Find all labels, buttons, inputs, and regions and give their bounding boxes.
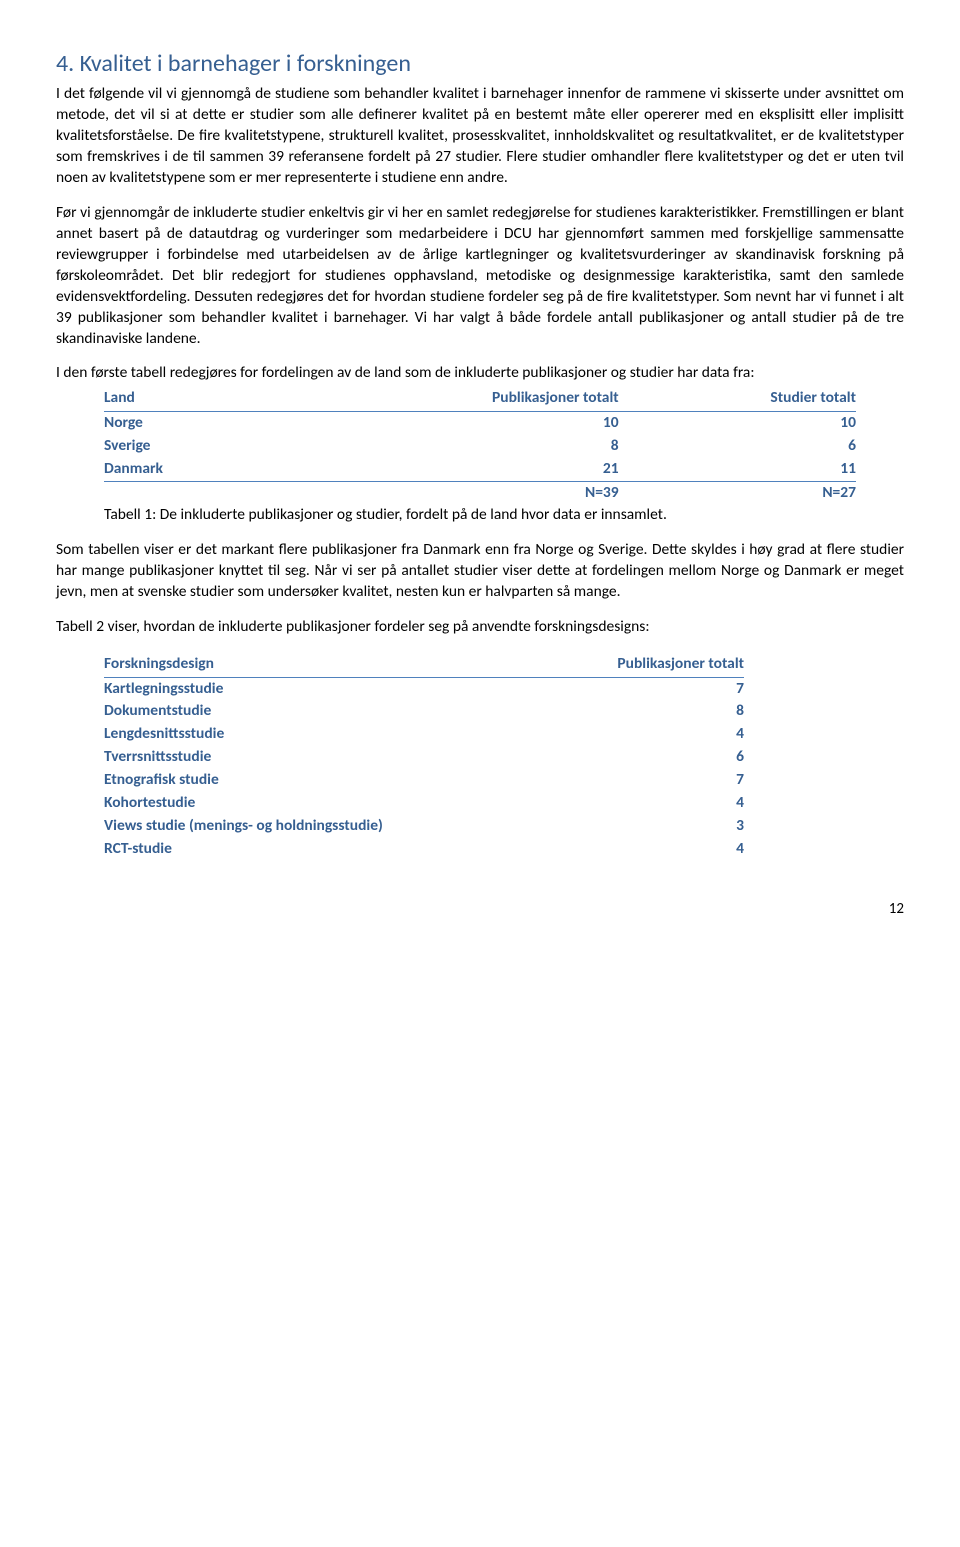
table-row: Kohortestudie 4 [104, 792, 744, 815]
table-header-cell: Publikasjoner totalt [544, 652, 744, 677]
page-number: 12 [56, 899, 904, 919]
table-cell: 10 [619, 412, 856, 435]
table-row: Kartlegningsstudie 7 [104, 677, 744, 700]
paragraph-1: I det følgende vil vi gjennomgå de studi… [56, 84, 904, 189]
table-row: N=39 N=27 [104, 482, 856, 505]
table-cell: N=27 [619, 482, 856, 505]
table-cell: Dokumentstudie [104, 700, 544, 723]
table-header-cell: Forskningsdesign [104, 652, 544, 677]
table-cell: Norge [104, 412, 267, 435]
table-cell: Etnografisk studie [104, 769, 544, 792]
table-cell: Sverige [104, 435, 267, 458]
table-row: RCT-studie 4 [104, 838, 744, 861]
table-cell: 8 [267, 435, 618, 458]
table-header-cell: Publikasjoner totalt [267, 386, 618, 411]
table-cell: RCT-studie [104, 838, 544, 861]
section-heading: 4. Kvalitet i barnehager i forskningen [56, 48, 904, 80]
table-row: Forskningsdesign Publikasjoner totalt [104, 652, 744, 677]
table-cell: 10 [267, 412, 618, 435]
table-row: Lengdesnittsstudie 4 [104, 723, 744, 746]
paragraph-2: Før vi gjennomgår de inkluderte studier … [56, 203, 904, 349]
table-2: Forskningsdesign Publikasjoner totalt Ka… [104, 652, 744, 861]
table-cell: 3 [544, 815, 744, 838]
table-cell [104, 482, 267, 505]
table-cell: 21 [267, 458, 618, 481]
table-cell: 4 [544, 723, 744, 746]
table-row: Norge 10 10 [104, 412, 856, 435]
table-cell: 6 [619, 435, 856, 458]
table-row: Etnografisk studie 7 [104, 769, 744, 792]
table-cell: 8 [544, 700, 744, 723]
table-row: Dokumentstudie 8 [104, 700, 744, 723]
paragraph-4: Som tabellen viser er det markant flere … [56, 540, 904, 603]
table-header-cell: Land [104, 386, 267, 411]
table-row: Views studie (menings- og holdningsstudi… [104, 815, 744, 838]
table-cell: 7 [544, 677, 744, 700]
table-row: Sverige 8 6 [104, 435, 856, 458]
paragraph-5: Tabell 2 viser, hvordan de inkluderte pu… [56, 617, 904, 638]
paragraph-3: I den første tabell redegjøres for forde… [56, 363, 904, 384]
table-cell: Lengdesnittsstudie [104, 723, 544, 746]
table-cell: 4 [544, 838, 744, 861]
table-cell: Kartlegningsstudie [104, 677, 544, 700]
table-cell: Views studie (menings- og holdningsstudi… [104, 815, 544, 838]
table-header-cell: Studier totalt [619, 386, 856, 411]
table-1: Land Publikasjoner totalt Studier totalt… [104, 386, 856, 505]
table-cell: 7 [544, 769, 744, 792]
table-1-container: Land Publikasjoner totalt Studier totalt… [104, 386, 856, 505]
table-cell: Danmark [104, 458, 267, 481]
table-cell: 6 [544, 746, 744, 769]
table-row: Tverrsnittsstudie 6 [104, 746, 744, 769]
table-1-caption: Tabell 1: De inkluderte publikasjoner og… [104, 505, 856, 526]
table-row: Danmark 21 11 [104, 458, 856, 481]
table-2-container: Forskningsdesign Publikasjoner totalt Ka… [104, 652, 744, 861]
table-cell: N=39 [267, 482, 618, 505]
table-cell: 11 [619, 458, 856, 481]
table-row: Land Publikasjoner totalt Studier totalt [104, 386, 856, 411]
table-cell: 4 [544, 792, 744, 815]
table-cell: Tverrsnittsstudie [104, 746, 544, 769]
table-cell: Kohortestudie [104, 792, 544, 815]
